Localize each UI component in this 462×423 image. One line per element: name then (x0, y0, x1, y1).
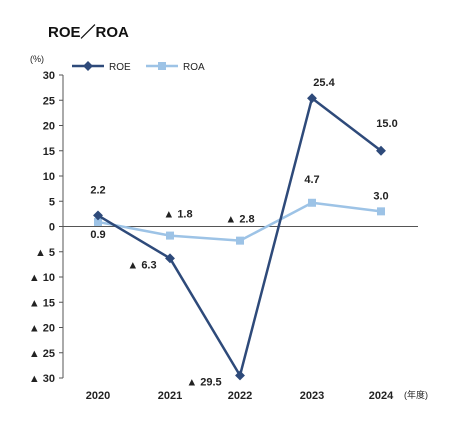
data-point-roe (376, 145, 386, 156)
data-point-roe (93, 210, 103, 221)
data-label-roa: ▲ 1.8 (163, 209, 192, 221)
y-tick-label: 20 (43, 121, 55, 133)
x-tick-label: 2022 (228, 390, 252, 402)
y-tick-label: ▲ 10 (29, 272, 55, 284)
legend-label-roe: ROE (109, 62, 131, 73)
y-tick-label: 25 (43, 95, 55, 107)
data-point-roa (236, 236, 244, 245)
data-label-roe: 2.2 (90, 184, 105, 196)
data-label-roe: ▲ 6.3 (127, 259, 156, 271)
x-axis-unit: (年度) (404, 389, 428, 400)
y-tick-label: ▲ 25 (29, 348, 55, 360)
data-point-roe (165, 253, 175, 264)
legend-marker-roa (158, 62, 166, 70)
data-point-roa (166, 231, 174, 240)
data-label-roa: 4.7 (304, 174, 319, 186)
data-label-roe: 15.0 (376, 118, 397, 130)
data-label-roa: 3.0 (373, 190, 388, 202)
y-tick-label: 0 (49, 222, 55, 234)
data-label-roe: ▲ 29.5 (186, 376, 221, 388)
y-tick-label: 10 (43, 171, 55, 183)
y-tick-label: ▲ 15 (29, 297, 55, 309)
axes: 30 25 20 15 10 5 0 ▲ 5 ▲ 10 ▲ 15 ▲ 20 ▲ 25 ▲ 30 2020 2… (29, 70, 418, 402)
data-labels: 2.2 ▲ 6.3 ▲ 29.5 25.4 15.0 0.9 ▲ 1.8 ▲ 2.8 4.7 3.… (90, 77, 397, 388)
x-tick-label: 2020 (86, 390, 110, 402)
y-tick-label: ▲ 5 (35, 247, 55, 259)
y-tick-label: 5 (49, 196, 55, 208)
series-layer (93, 93, 386, 381)
legend-marker-roe (83, 61, 93, 71)
y-tick-label: ▲ 20 (29, 323, 55, 335)
legend-item-roe: ROE (72, 61, 131, 73)
data-label-roa: ▲ 2.8 (225, 214, 254, 226)
legend-item-roa: ROA (146, 62, 205, 73)
data-point-roa (308, 198, 316, 207)
data-point-roa (377, 207, 385, 216)
data-point-roa (94, 217, 102, 226)
x-tick-label: 2021 (158, 390, 182, 402)
data-point-roe (235, 370, 245, 381)
legend-label-roa: ROA (183, 62, 205, 73)
x-tick-label: 2023 (300, 390, 324, 402)
data-label-roa: 0.9 (90, 229, 105, 241)
y-tick-label: 15 (43, 146, 55, 158)
x-tick-label: 2024 (369, 390, 394, 402)
y-tick-label: 30 (43, 70, 55, 82)
data-label-roe: 25.4 (313, 77, 335, 89)
chart-title: ROE／ROA (48, 23, 129, 41)
y-tick-label: ▲ 30 (29, 373, 55, 385)
legend: ROE ROA (72, 61, 205, 73)
y-axis-unit: (%) (30, 54, 44, 64)
